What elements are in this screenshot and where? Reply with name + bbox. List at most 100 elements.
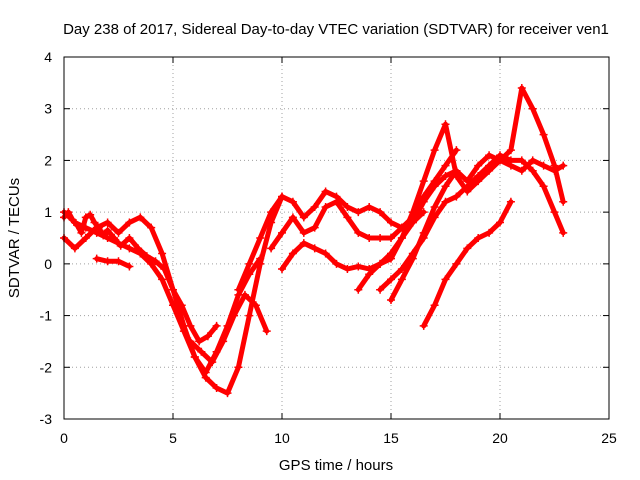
data-point-arc-6 — [354, 208, 363, 217]
x-tick-label: 25 — [601, 430, 617, 446]
data-point-arc-8 — [419, 197, 428, 206]
data-point-arc-7 — [387, 234, 395, 242]
data-point-arc-2 — [256, 254, 265, 263]
data-point-arc-2 — [114, 228, 123, 237]
data-point-arc-6 — [376, 208, 385, 217]
data-point-arc-9 — [559, 197, 568, 206]
data-point-arc-4 — [125, 262, 134, 271]
grid — [64, 57, 609, 419]
data-point-arc-3 — [134, 244, 143, 253]
data-point-arc-11 — [430, 202, 439, 211]
x-tick-label: 10 — [274, 430, 290, 446]
data-point-arc-6 — [288, 197, 297, 206]
data-point-arc-9 — [387, 254, 395, 263]
x-tick-label: 5 — [169, 430, 177, 446]
data-point-arc-10 — [506, 156, 515, 165]
data-point-arc-9 — [397, 234, 406, 242]
data-point-arc-8 — [343, 265, 352, 274]
y-tick-label: -3 — [40, 411, 53, 427]
data-point-arc-3 — [195, 337, 204, 346]
data-point-arc-8 — [441, 171, 450, 180]
data-point-arc-3 — [86, 210, 95, 219]
data-point-arc-12 — [463, 244, 472, 253]
data-point-arc-8 — [528, 156, 537, 165]
data-point-arc-8 — [310, 244, 319, 253]
data-point-arc-3 — [77, 228, 86, 237]
data-point-arc-2 — [103, 218, 112, 227]
axis-ticks: 0 5 10 15 20 25 -3 -2 -1 0 1 2 3 4 — [40, 49, 617, 446]
data-point-arc-6 — [310, 202, 319, 211]
data-point-arc-2 — [136, 213, 145, 222]
data-point-arc-1 — [234, 363, 243, 372]
data-point-arc-11 — [441, 182, 450, 191]
data-point-arc-7 — [452, 146, 461, 155]
data-point-arc-5 — [186, 337, 195, 346]
data-point-arc-8 — [288, 249, 297, 258]
data-point-arc-10 — [539, 182, 548, 191]
data-point-arc-2 — [158, 249, 167, 258]
y-tick-label: 1 — [44, 204, 52, 220]
data-point-arc-7 — [376, 234, 385, 242]
data-point-arc-7 — [354, 228, 363, 237]
data-point-arc-3 — [99, 231, 108, 240]
data-point-arc-10 — [496, 151, 504, 160]
data-point-arc-6 — [267, 208, 276, 217]
data-point-arc-7 — [365, 234, 374, 242]
data-point-arc-10 — [441, 197, 450, 206]
data-point-arc-10 — [528, 166, 537, 175]
data-point-arc-6 — [387, 218, 395, 227]
data-point-arc-9 — [517, 84, 526, 93]
data-point-arc-1 — [158, 275, 167, 284]
data-point-arc-3 — [64, 208, 73, 217]
data-point-arc-9 — [419, 177, 428, 186]
data-point-arc-9 — [365, 270, 374, 279]
data-point-arc-10 — [559, 228, 568, 237]
data-point-arc-9 — [354, 285, 363, 294]
data-point-arc-2 — [125, 218, 134, 227]
data-point-arc-8 — [321, 249, 330, 258]
data-point-arc-2 — [81, 234, 90, 242]
data-point-arc-12 — [419, 321, 428, 330]
data-point-arc-8 — [517, 166, 526, 175]
series-line-arc-5 — [187, 292, 270, 365]
series-line-arc-2 — [61, 214, 263, 375]
data-point-arc-3 — [151, 257, 160, 266]
data-point-arc-9 — [430, 146, 439, 155]
data-point-arc-12 — [485, 228, 494, 237]
y-tick-label: -1 — [40, 308, 53, 324]
data-point-arc-10 — [474, 171, 483, 180]
series-line-arc-10 — [377, 152, 566, 293]
data-point-arc-6 — [321, 187, 330, 196]
data-point-arc-9 — [408, 208, 417, 217]
data-point-arc-12 — [474, 234, 483, 242]
data-point-arc-10 — [376, 285, 385, 294]
data-point-arc-12 — [452, 259, 461, 268]
data-point-arc-10 — [485, 161, 494, 170]
data-point-arc-8 — [354, 262, 363, 271]
data-point-arc-5 — [262, 327, 271, 336]
data-point-arc-10 — [463, 182, 472, 191]
data-point-arc-7 — [310, 223, 319, 232]
data-point-arc-5 — [219, 337, 228, 346]
y-tick-label: -2 — [40, 359, 53, 375]
data-point-arc-7 — [321, 202, 330, 211]
data-point-arc-11 — [397, 275, 406, 284]
data-point-arc-3 — [125, 234, 134, 242]
y-axis-label: SDTVAR / TECUs — [6, 178, 23, 298]
y-tick-label: 0 — [44, 256, 52, 272]
data-point-arc-3 — [73, 221, 82, 230]
data-point-arc-10 — [550, 208, 559, 217]
data-point-arc-2 — [201, 368, 210, 377]
data-point-arc-4 — [103, 257, 112, 266]
data-point-arc-9 — [506, 146, 515, 155]
data-point-arc-5 — [197, 347, 206, 356]
data-point-arc-12 — [506, 197, 515, 206]
data-point-arc-8 — [430, 182, 439, 191]
data-point-arc-2 — [70, 244, 79, 253]
data-point-arc-7 — [299, 228, 308, 237]
data-point-arc-2 — [147, 223, 156, 232]
x-tick-label: 15 — [383, 430, 399, 446]
x-tick-label: 20 — [492, 430, 508, 446]
data-point-arc-9 — [550, 161, 559, 170]
data-point-arc-3 — [116, 241, 125, 250]
